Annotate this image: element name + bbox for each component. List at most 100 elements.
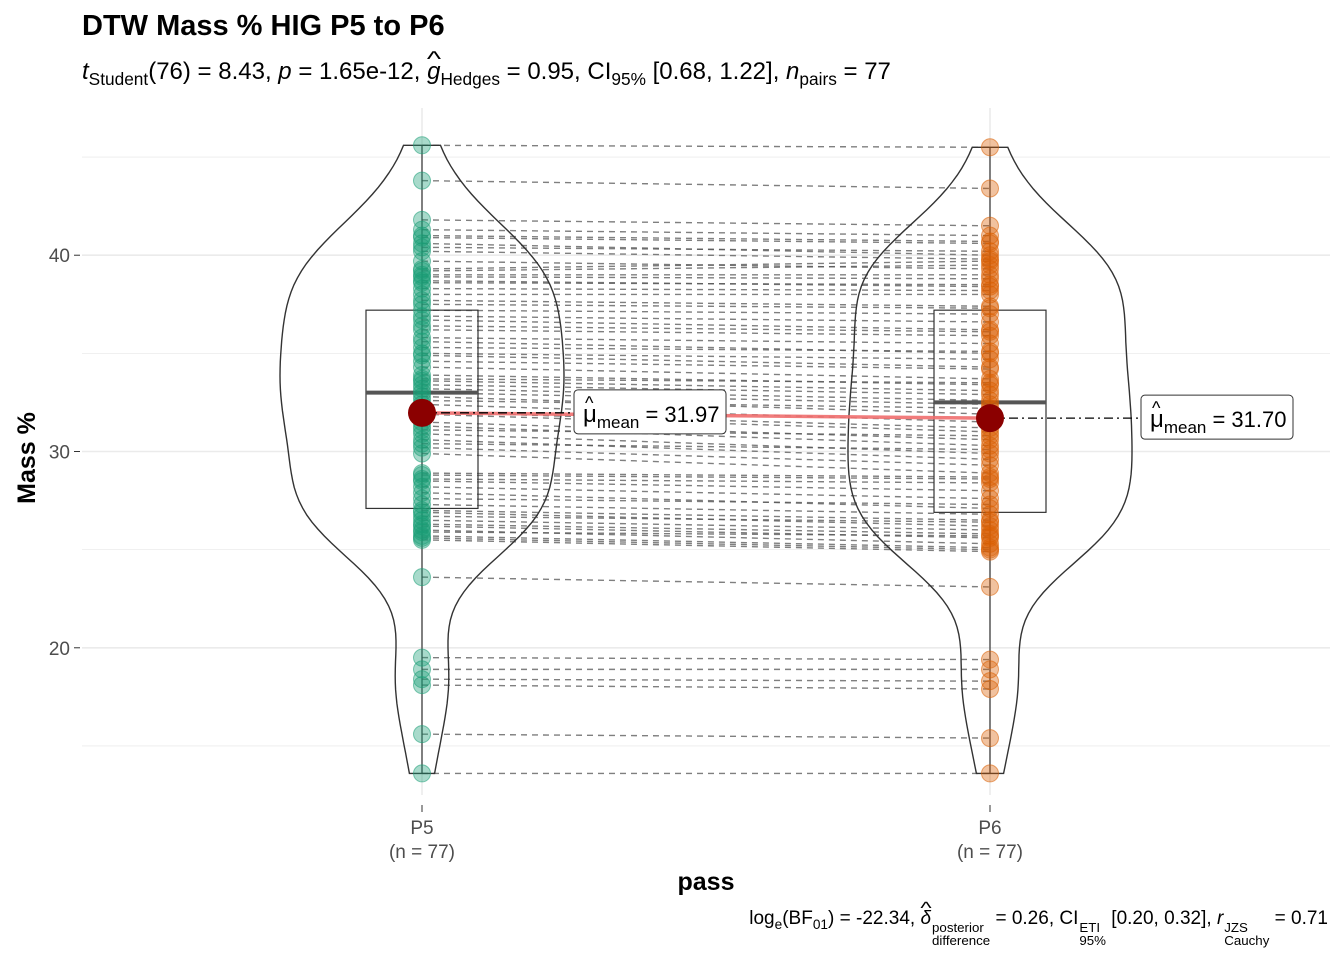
violin-p6 (847, 146, 1133, 775)
paired-line (421, 576, 991, 588)
paired-line (421, 684, 991, 690)
data-point (981, 764, 999, 783)
bf-text: (BF (782, 908, 813, 929)
paired-line (421, 395, 991, 415)
data-point (981, 672, 999, 691)
data-point (981, 481, 999, 500)
r-value: = 0.71 (1269, 908, 1328, 929)
paired-line (421, 442, 991, 451)
paired-line (421, 531, 991, 537)
t-sub: Student (88, 69, 149, 90)
data-point (413, 434, 431, 453)
data-point (981, 381, 999, 400)
means: μmean = 31.97^μmean = 31.70^ (408, 389, 1294, 440)
data-point (413, 489, 431, 508)
paired-line (421, 413, 991, 433)
data-point (413, 338, 431, 357)
paired-line (421, 486, 991, 500)
data-point (981, 373, 999, 392)
mean-label: μmean = 31.70^ (1140, 394, 1294, 440)
paired-line (421, 374, 991, 386)
paired-line (421, 366, 991, 380)
paired-line (421, 179, 991, 190)
data-point (413, 438, 431, 457)
paired-line (421, 219, 991, 227)
paired-line (421, 492, 991, 510)
data-point (981, 226, 999, 245)
df: (76) (148, 58, 191, 85)
paired-line (421, 539, 991, 553)
p-label: p (278, 58, 292, 85)
r-scripts: JZS Cauchy (1224, 920, 1269, 947)
data-point (981, 489, 999, 508)
paired-line (421, 497, 991, 506)
grid-lines (82, 108, 1330, 795)
mean-hat: ^ (585, 393, 594, 413)
paired-line (421, 480, 991, 492)
data-point (413, 568, 431, 587)
mean-label-box (1140, 394, 1294, 440)
data-point (981, 440, 999, 459)
paired-line (421, 452, 991, 474)
data-point (413, 316, 431, 335)
data-point (981, 179, 999, 198)
paired-line (421, 535, 991, 549)
data-point (413, 136, 431, 155)
paired-line (421, 144, 991, 148)
paired-line (421, 354, 991, 368)
mean-point (408, 398, 436, 427)
y-axis-label: Mass % (13, 412, 41, 504)
delta-scripts: posterior difference (932, 921, 990, 947)
data-point (413, 238, 431, 257)
data-point (981, 526, 999, 545)
paired-line (421, 537, 991, 551)
data-point (981, 277, 999, 296)
data-point (413, 252, 431, 271)
paired-line (421, 384, 991, 396)
x-tick-count: (n = 77) (389, 842, 455, 863)
data-point (413, 676, 431, 695)
data-point (981, 450, 999, 469)
data-point (413, 291, 431, 310)
mean-label-text: μmean = 31.70 (1150, 406, 1287, 437)
data-point (413, 365, 431, 384)
ci-scripts: ETI 95% (1079, 921, 1106, 947)
r-sup: JZS (1224, 920, 1248, 936)
paired-line (421, 309, 991, 315)
paired-line (421, 399, 991, 410)
data-point (981, 542, 999, 561)
paired-line (421, 250, 991, 260)
paired-line (421, 678, 991, 682)
data-point (981, 242, 999, 261)
paired-line (421, 656, 991, 661)
paired-line (421, 276, 991, 280)
paired-line (421, 429, 991, 437)
t-value: = 8.43, (190, 58, 279, 85)
data-point (981, 534, 999, 553)
mean-label-text: μmean = 31.97 (583, 401, 720, 432)
data-point (981, 281, 999, 300)
chart-caption: loge(BF01) = -22.34, δposteriordifferenc… (749, 908, 1328, 947)
data-point (413, 430, 431, 449)
paired-line (421, 378, 991, 384)
violins (279, 144, 1133, 775)
paired-line (421, 525, 991, 539)
data-point (413, 171, 431, 190)
data-point (981, 360, 999, 379)
data-point (981, 252, 999, 271)
mean-hat: ^ (1152, 398, 1161, 418)
y-tick-label: 30 (49, 443, 70, 464)
paired-line (421, 228, 991, 237)
paired-line (421, 511, 991, 527)
n-label: n (786, 58, 800, 85)
x-axis-label: pass (678, 868, 735, 896)
data-point (981, 495, 999, 514)
t-label: t (82, 58, 89, 85)
data-point (413, 228, 431, 247)
axes: 20 30 40 P5 (n = 77) P6 (n = 77) (49, 246, 1023, 863)
paired-line (421, 439, 991, 461)
paired-lines (421, 144, 991, 775)
ci-sub: 95% (611, 69, 646, 90)
paired-line (421, 315, 991, 323)
